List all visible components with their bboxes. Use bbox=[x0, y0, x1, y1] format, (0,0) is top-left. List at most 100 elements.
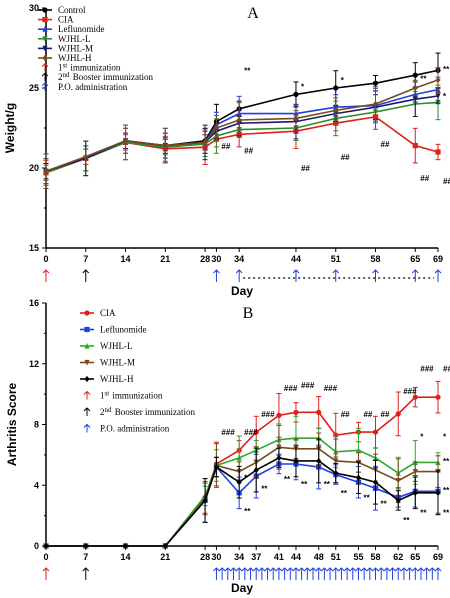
panel-b-significance-mark: ** bbox=[324, 480, 331, 489]
panel-b-xtick-label: 14 bbox=[121, 552, 131, 562]
panel-b-po-arrow-head bbox=[338, 567, 345, 572]
panel-a-legend-label-part: Booster immunization bbox=[71, 72, 154, 82]
panel-a-legend-label-sup: st bbox=[63, 62, 68, 70]
panel-b-po-arrow bbox=[400, 567, 408, 580]
panel-b-significance-mark: * bbox=[420, 433, 424, 442]
panel-b-po-arrow bbox=[269, 567, 277, 580]
panel-a-data-point bbox=[43, 168, 49, 175]
panel-a-xtick-label: 58 bbox=[370, 254, 380, 264]
panel-b-significance-mark: ** bbox=[443, 509, 450, 518]
panel-b-data-point bbox=[213, 463, 220, 471]
panel-b-po-arrow-head bbox=[298, 567, 306, 572]
panel-a-data-point bbox=[162, 142, 168, 149]
panel-b-legend-label: P.O. administration bbox=[100, 424, 170, 434]
panel-a-legend-label: 2nd Booster immunization bbox=[58, 71, 153, 82]
panel-b-significance-mark: ## bbox=[363, 410, 372, 419]
panel-b-po-arrow bbox=[411, 567, 419, 580]
panel-b-po-arrow bbox=[213, 567, 220, 580]
panel-b-legend-arrow bbox=[83, 407, 91, 416]
panel-b-significance-mark: ### bbox=[403, 387, 417, 396]
panel-b-significance-mark: ** bbox=[244, 507, 251, 516]
panel-b-po-arrow-head bbox=[383, 567, 391, 572]
panel-b-po-arrow bbox=[355, 567, 362, 580]
panel-b-data-point bbox=[293, 457, 299, 465]
panel-b-legend-label-sup: nd bbox=[105, 406, 113, 414]
panel-b-legend-arrow-head bbox=[83, 407, 91, 412]
panel-b-significance-mark: ** bbox=[261, 484, 268, 493]
panel-a-legend-label-part: immunization bbox=[68, 63, 121, 73]
panel-b-significance-mark: ### bbox=[261, 410, 275, 419]
panel-a-xtick-label: 34 bbox=[234, 254, 244, 264]
panel-a-significance-mark: ## bbox=[244, 147, 253, 156]
panel-b-po-arrow-head bbox=[332, 567, 340, 572]
panel-a-xtick-label: 21 bbox=[160, 254, 170, 264]
panel-a-po-arrow-head bbox=[434, 269, 442, 274]
panel-a-xtick-label: 30 bbox=[211, 254, 221, 264]
panel-b-legend-label-part: 2 bbox=[100, 407, 105, 417]
panel-b-legend-arrow bbox=[83, 390, 91, 400]
panel-a-data-point bbox=[435, 93, 441, 100]
panel-b-legend-label-part: 1 bbox=[100, 391, 105, 401]
panel-a-xtick-label: 14 bbox=[121, 254, 131, 264]
panel-b-legend-label-part: immunization bbox=[110, 391, 163, 401]
panel-b-significance-mark: ### bbox=[443, 364, 450, 373]
panel-b-po-arrow-head bbox=[343, 567, 351, 572]
panel-b-po-arrow bbox=[264, 567, 271, 580]
panel-a-data-point bbox=[83, 153, 89, 160]
panel-b-legend-label-part: P.O. administration bbox=[100, 424, 170, 434]
panel-b-po-arrow bbox=[298, 567, 306, 580]
panel-b-po-arrow-head bbox=[315, 567, 323, 572]
panel-b-significance-mark: ### bbox=[301, 381, 315, 390]
panel-b-significance-mark: ### bbox=[284, 384, 298, 393]
panel-b-data-point bbox=[355, 474, 362, 481]
panel-b-legend-label: Leflunomide bbox=[100, 325, 147, 335]
panel-b-po-arrow-head bbox=[252, 567, 260, 572]
panel-b-legend-label: 2nd Booster immunization bbox=[100, 406, 195, 417]
panel-a-legend-arrow bbox=[41, 72, 49, 82]
panel-b-po-arrow-head bbox=[286, 567, 294, 572]
panel-b-po-arrow bbox=[332, 567, 340, 580]
panel-a-legend-arrow bbox=[41, 82, 49, 91]
panel-a-po-arrow bbox=[434, 269, 442, 282]
panel-a-po-arrow bbox=[411, 269, 419, 282]
panel-b-po-arrow bbox=[281, 567, 288, 580]
panel-b-data-point bbox=[372, 479, 379, 486]
panel-b-significance-mark: ** bbox=[363, 493, 370, 502]
panel-b-po-arrow-head bbox=[389, 567, 396, 572]
panel-a-po-arrow-head bbox=[332, 269, 340, 274]
panel-a-xtick-label: 28 bbox=[200, 254, 210, 264]
panel-b-series-line-leflunomide bbox=[46, 463, 438, 547]
panel-b-significance-mark: ### bbox=[244, 428, 258, 437]
panel-a-data-point bbox=[435, 76, 441, 84]
panel-b-po-arrow-head bbox=[321, 567, 328, 572]
panel-a-data-point bbox=[236, 116, 242, 124]
panel-b-series-line-wjhl-l bbox=[46, 437, 438, 547]
panel-b-data-point bbox=[333, 458, 339, 465]
panel-a-legend-label: 1st immunization bbox=[58, 62, 121, 73]
panel-b-po-arrow bbox=[235, 567, 243, 580]
panel-b-significance-mark: ** bbox=[341, 489, 348, 498]
panel-b-po-arrow bbox=[315, 567, 323, 580]
panel-b-significance-mark: * bbox=[443, 433, 447, 442]
panel-a-series-line-wjhl-l bbox=[45, 101, 439, 174]
panel-a-letter: A bbox=[247, 5, 259, 22]
panel-b-po-arrow-head bbox=[264, 567, 271, 572]
panel-b-ytick-label: 4 bbox=[34, 480, 39, 490]
panel-a-data-point bbox=[435, 149, 441, 155]
panel-a-data-point bbox=[412, 84, 418, 92]
panel-b-data-point bbox=[355, 447, 362, 453]
panel-b-significance-mark: ** bbox=[443, 486, 450, 495]
panel-a-po-arrow bbox=[292, 269, 300, 282]
panel-b-data-point bbox=[253, 466, 259, 474]
panel-b-legend-arrow-head bbox=[83, 390, 91, 395]
panel-b-legend-label: WJHL-L bbox=[100, 341, 133, 351]
panel-a-legend-marker bbox=[42, 54, 48, 62]
panel-b-xtick-label: 28 bbox=[200, 552, 210, 562]
panel-b-data-point bbox=[293, 409, 299, 415]
panel-b-significance-mark: ** bbox=[381, 500, 388, 509]
panel-b-legend-marker bbox=[84, 310, 90, 316]
panel-b-po-arrow-head bbox=[309, 567, 317, 572]
panel-b-xtick-label: 44 bbox=[291, 552, 301, 562]
panel-a-data-point bbox=[202, 139, 208, 146]
panel-a-legend-label-part: 2 bbox=[58, 72, 63, 82]
